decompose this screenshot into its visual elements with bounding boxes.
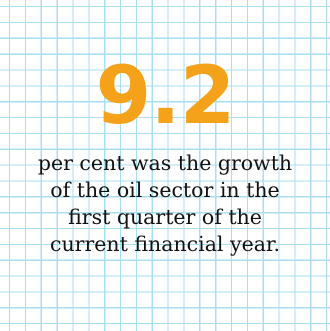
stat-number: 9.2: [95, 49, 236, 142]
caption-line-2: of the oil sector in the: [50, 178, 280, 202]
caption-line-3: first quarter of the: [68, 205, 262, 229]
caption-line-4: current financial year.: [49, 232, 280, 256]
caption-line-1: per cent was the growth: [37, 151, 293, 175]
stat-caption: per cent was the growth of the oil secto…: [0, 150, 330, 258]
